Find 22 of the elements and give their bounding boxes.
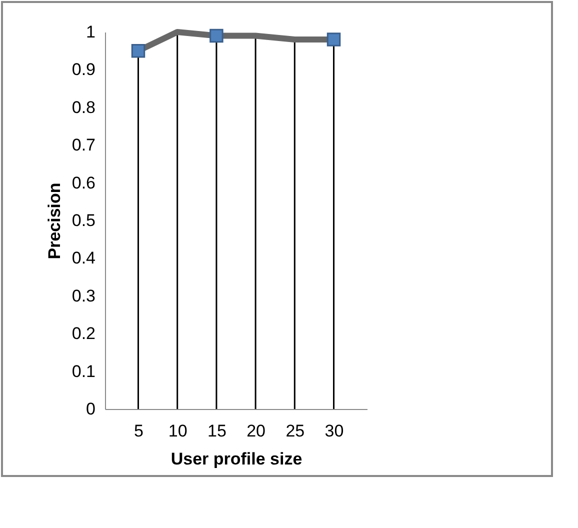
x-tick-label: 5 xyxy=(134,422,144,440)
y-tick-label: 0.4 xyxy=(72,248,96,268)
x-tick-label: 20 xyxy=(246,422,266,440)
y-tick-label: 0.8 xyxy=(72,98,96,117)
x-tick-label: 10 xyxy=(168,422,188,440)
y-tick-label: 1 xyxy=(86,22,96,42)
y-tick-label: 0.6 xyxy=(72,173,96,192)
y-tick-label: 0.5 xyxy=(72,211,96,230)
y-tick-label: 0.9 xyxy=(72,60,96,80)
point xyxy=(210,28,224,43)
y-tick-label: 0 xyxy=(86,400,96,418)
x-tick-label: 25 xyxy=(286,422,305,440)
x-tick-label: 15 xyxy=(207,422,226,440)
x-tick-label: 30 xyxy=(324,422,344,440)
y-tick-label: 0.7 xyxy=(72,136,96,155)
y-tick-label: 0.2 xyxy=(72,324,96,344)
y-tick-label: 0.3 xyxy=(72,286,96,306)
point xyxy=(326,32,341,46)
point xyxy=(131,44,146,58)
y-axis-title: Precision xyxy=(44,182,64,260)
y-tick-label: 0.1 xyxy=(72,362,96,381)
x-axis-title: User profile size xyxy=(170,450,302,468)
